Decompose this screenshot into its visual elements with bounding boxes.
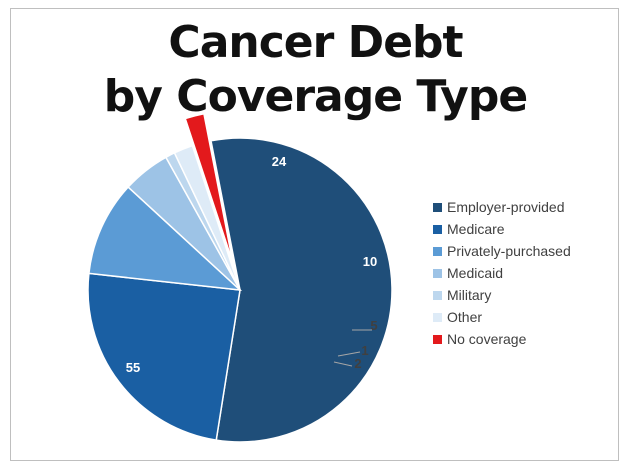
legend-label: Employer-provided <box>447 199 565 215</box>
legend-swatch <box>433 247 442 256</box>
leader-line <box>333 361 353 367</box>
legend-swatch <box>433 313 442 322</box>
chart-legend: Employer-provided Medicare Privately-purch… <box>433 199 571 347</box>
legend-swatch <box>433 203 442 212</box>
pie-slice-privately-purchased <box>88 185 243 291</box>
pie-slice-employer-provided <box>210 137 393 443</box>
data-label: 55 <box>126 360 140 375</box>
legend-label: Medicaid <box>447 265 503 281</box>
pie-slice-other <box>173 144 241 291</box>
pie-slice-no-coverage <box>184 112 234 264</box>
legend-swatch <box>433 225 442 234</box>
legend-label: Other <box>447 309 482 325</box>
legend-label: Military <box>447 287 491 303</box>
legend-label: Medicare <box>447 221 505 237</box>
data-label: 1 <box>361 343 368 358</box>
legend-label: No coverage <box>447 331 527 347</box>
data-label: 2 <box>402 418 409 433</box>
legend-swatch <box>433 291 442 300</box>
chart-title-line-2: by Coverage Type <box>103 71 528 122</box>
data-label: 10 <box>363 254 377 269</box>
data-label: 2 <box>354 356 361 371</box>
data-label: 24 <box>272 154 287 169</box>
legend-label: Privately-purchased <box>447 243 571 259</box>
legend-swatch <box>433 335 442 344</box>
legend-swatch <box>433 269 442 278</box>
leader-line <box>337 351 361 357</box>
pie-slice-medicare <box>87 272 241 441</box>
chart-title-line-1: Cancer Debt <box>168 17 463 68</box>
pie-slices <box>87 112 393 443</box>
data-label: 5 <box>370 318 377 333</box>
